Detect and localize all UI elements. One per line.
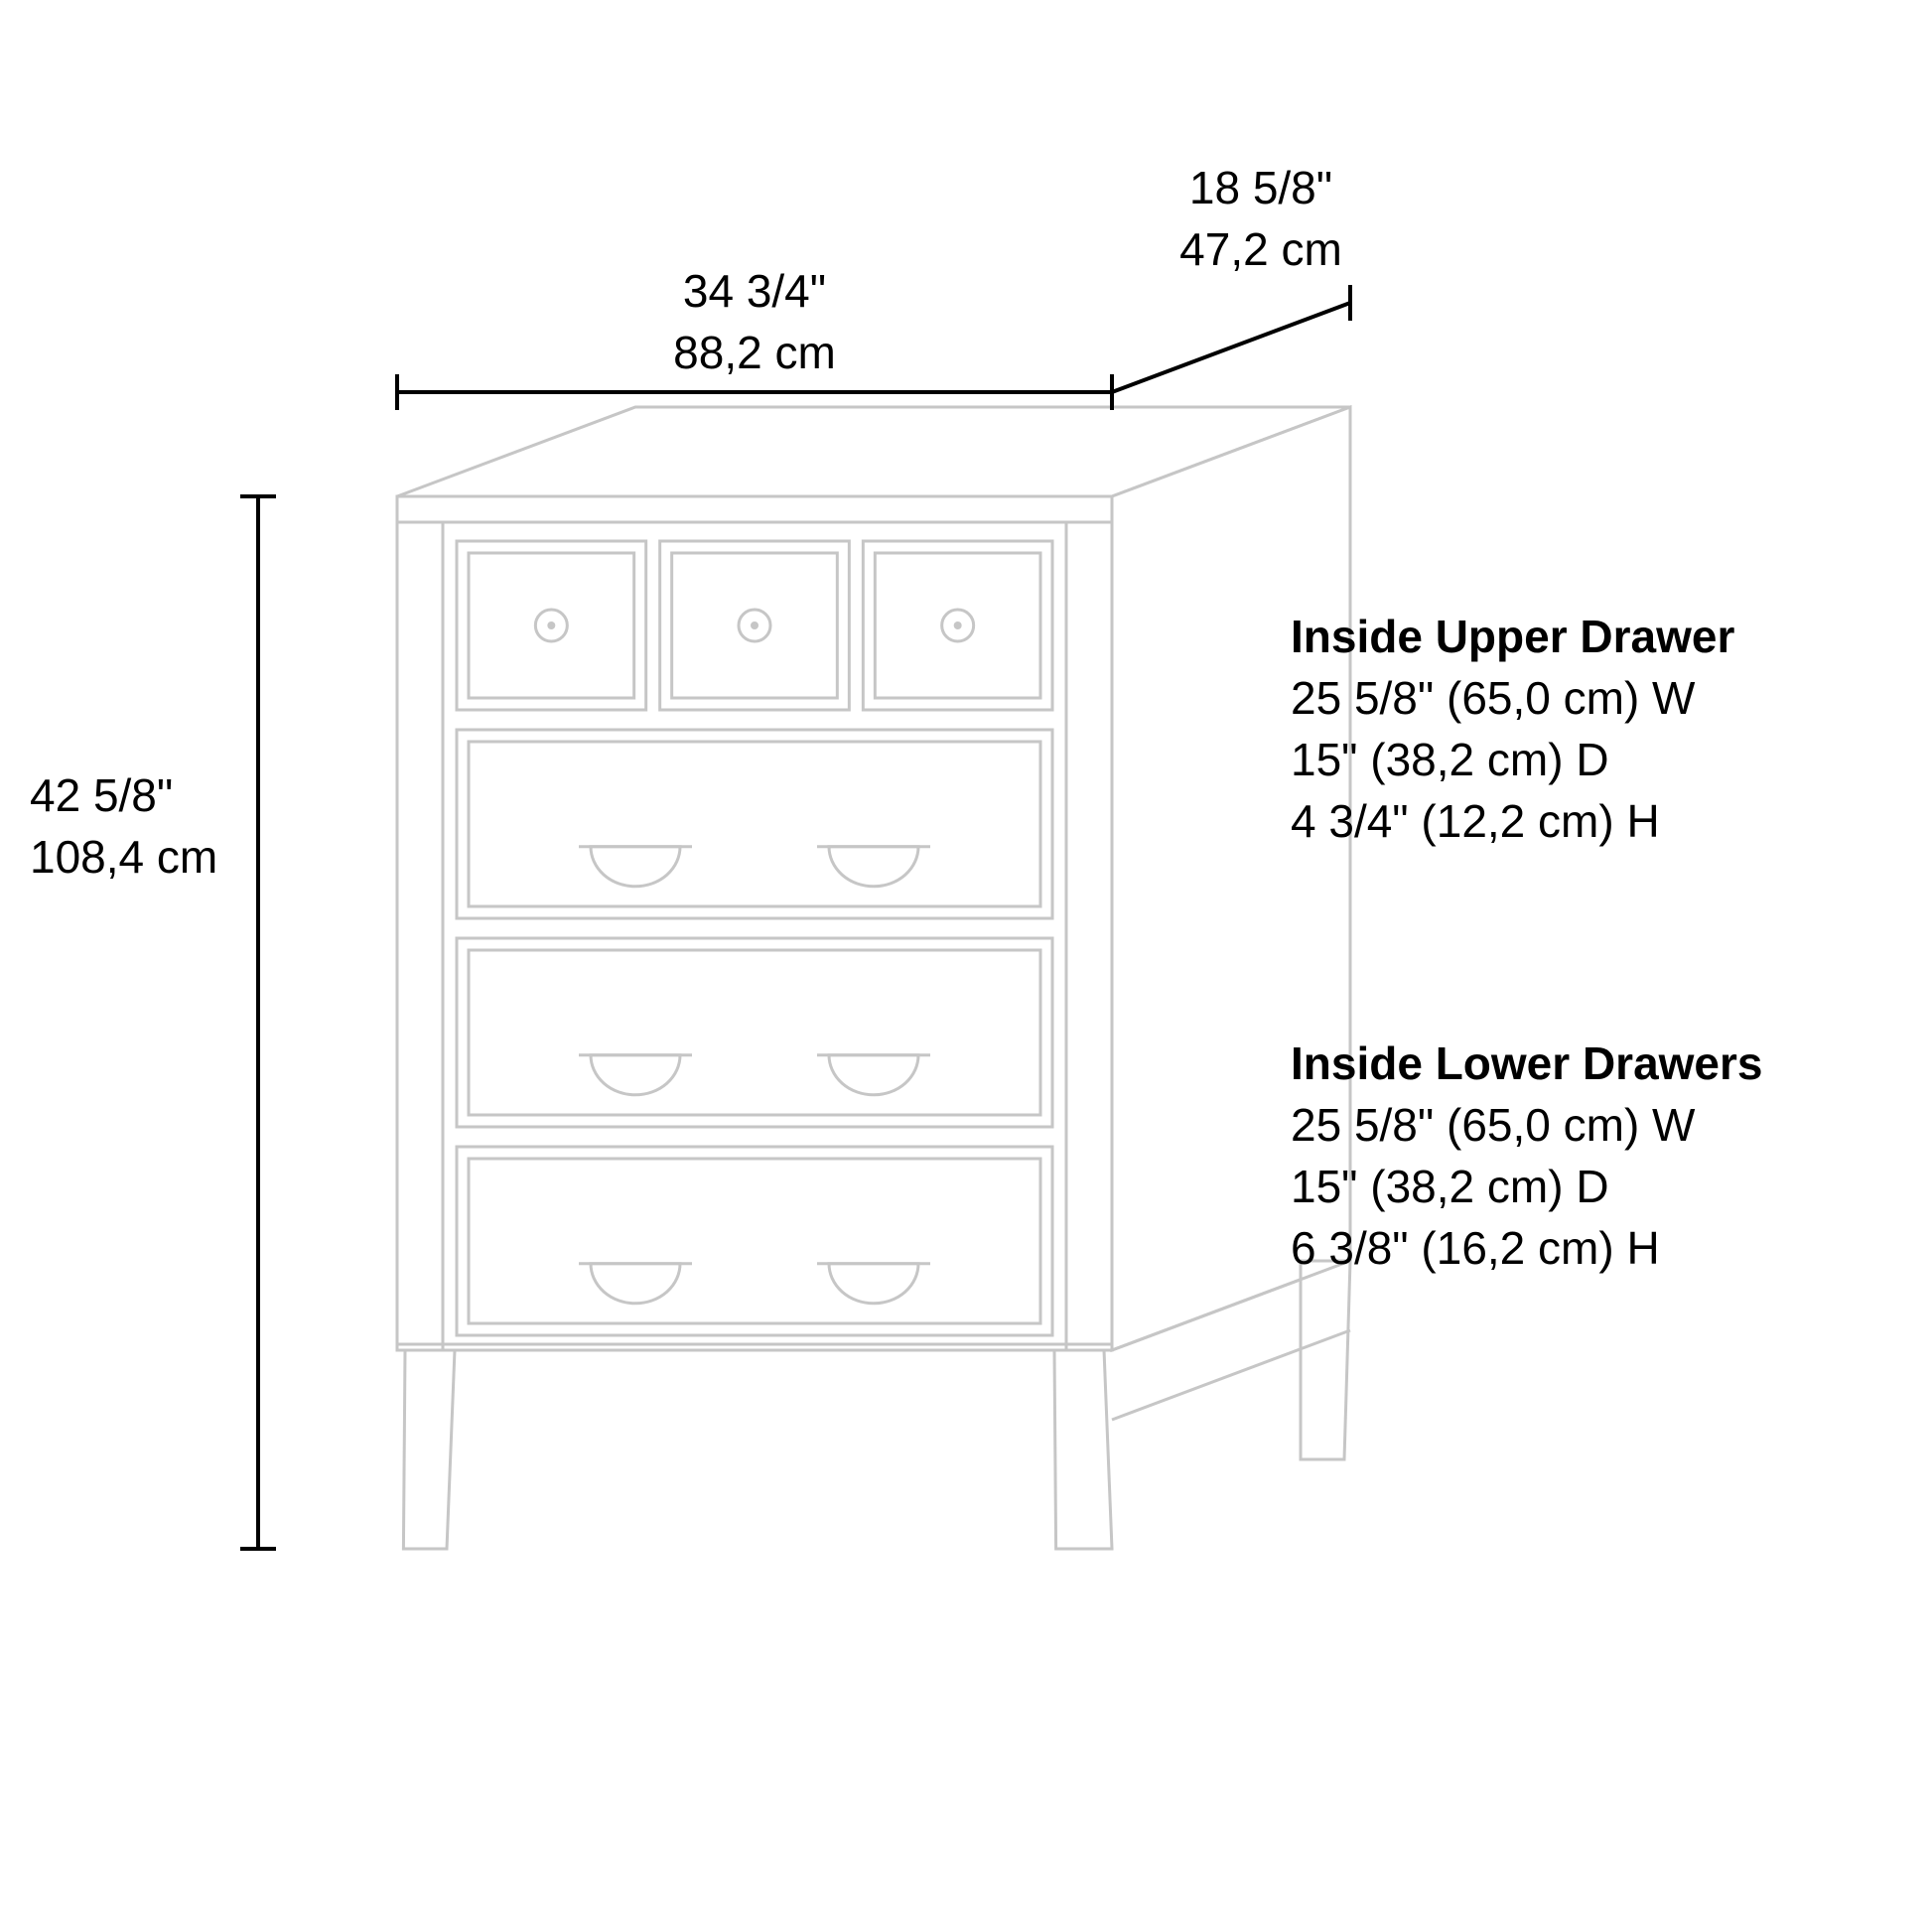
upper-drawer-line-3: 4 3/4" (12,2 cm) H: [1291, 790, 1734, 852]
dimension-depth-imperial: 18 5/8": [963, 157, 1559, 218]
lower-drawer-line-1: 25 5/8" (65,0 cm) W: [1291, 1094, 1763, 1156]
lower-drawer-line-2: 15" (38,2 cm) D: [1291, 1156, 1763, 1217]
dimension-height-metric: 108,4 cm: [30, 826, 217, 888]
lower-drawer-spec: Inside Lower Drawers 25 5/8" (65,0 cm) W…: [1291, 1033, 1763, 1279]
upper-drawer-spec: Inside Upper Drawer 25 5/8" (65,0 cm) W …: [1291, 606, 1734, 852]
lower-drawer-title: Inside Lower Drawers: [1291, 1033, 1763, 1094]
upper-drawer-line-1: 25 5/8" (65,0 cm) W: [1291, 667, 1734, 729]
dimension-width-metric: 88,2 cm: [457, 322, 1052, 383]
upper-drawer-title: Inside Upper Drawer: [1291, 606, 1734, 667]
dimension-depth-metric: 47,2 cm: [963, 218, 1559, 280]
diagram-stage: 34 3/4" 88,2 cm 18 5/8" 47,2 cm 42 5/8" …: [0, 0, 1932, 1932]
upper-drawer-line-2: 15" (38,2 cm) D: [1291, 729, 1734, 790]
dimension-height-imperial: 42 5/8": [30, 764, 217, 826]
lower-drawer-line-3: 6 3/8" (16,2 cm) H: [1291, 1217, 1763, 1279]
dimension-depth-label: 18 5/8" 47,2 cm: [963, 157, 1559, 280]
dimension-height-label: 42 5/8" 108,4 cm: [30, 764, 217, 888]
